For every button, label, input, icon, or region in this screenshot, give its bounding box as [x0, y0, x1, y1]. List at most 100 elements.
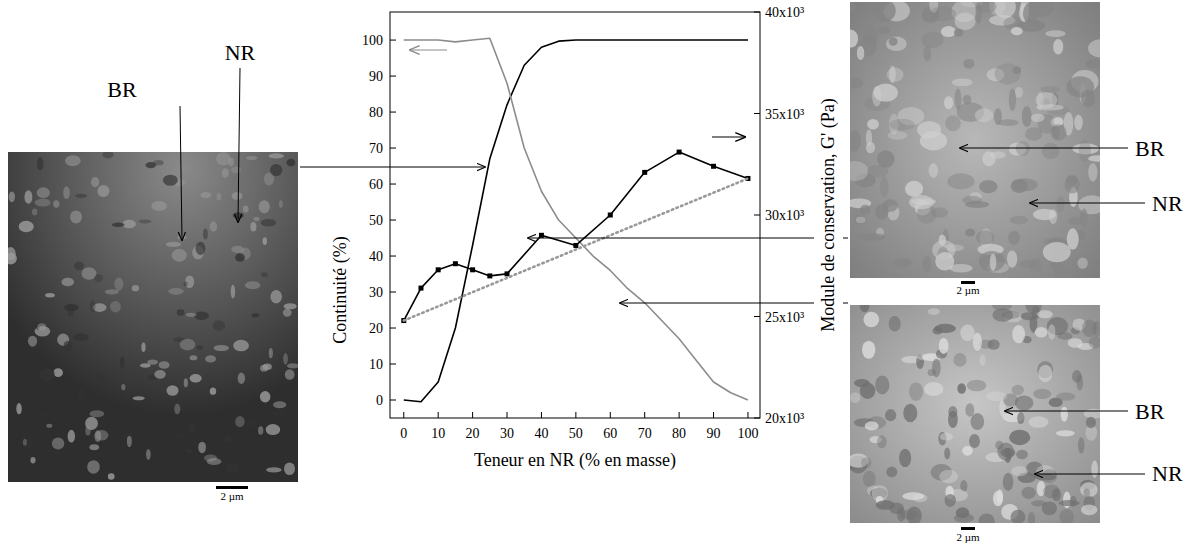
micrograph-domain [246, 156, 257, 160]
micrograph-domain [46, 424, 52, 428]
y2-axis-title: Module de conservation, G' (Pa) [818, 98, 839, 332]
micrograph-domain [89, 444, 99, 450]
micrograph-domain [1088, 163, 1097, 182]
micrograph-domain [876, 500, 895, 510]
micrograph-domain [97, 374, 105, 382]
micrograph-domain [53, 200, 59, 207]
micrograph-domain [944, 494, 955, 507]
micrograph-domain [1008, 231, 1020, 245]
micrograph-domain [1051, 124, 1067, 140]
micrograph-domain [885, 409, 896, 421]
micrograph-domain [37, 187, 50, 198]
micrograph-domain [75, 194, 87, 198]
micrograph-domain [979, 251, 1005, 271]
micrograph-domain [1010, 510, 1025, 523]
micrograph-domain [189, 423, 195, 435]
micrograph-domain [197, 345, 203, 350]
micrograph-domain [965, 201, 989, 208]
micrograph-domain [962, 446, 973, 456]
micrograph-domain [35, 199, 51, 207]
micrograph-domain [875, 376, 889, 395]
micrograph-domain [1086, 417, 1096, 428]
micrograph-domain [1038, 365, 1052, 382]
micrograph-domain [268, 153, 284, 158]
scale-bar [216, 486, 248, 489]
phase-arrow [238, 68, 240, 222]
micrograph-domain [1059, 509, 1073, 523]
micrograph-domain [97, 185, 109, 197]
micrograph-domain [850, 130, 861, 151]
micrograph-domain [1089, 336, 1100, 348]
micrograph-domain [263, 237, 268, 245]
micrograph-domain [941, 26, 956, 37]
x-tick-label: 30 [500, 426, 514, 441]
micrograph-domain [270, 164, 282, 176]
y-tick [390, 148, 396, 149]
micrograph-domain [893, 258, 912, 268]
micrograph-domain [252, 313, 260, 317]
micrograph-ground [850, 305, 1100, 523]
series-marker [436, 267, 441, 272]
micrograph-domain [929, 7, 956, 22]
micrograph-domain [867, 165, 888, 178]
micrograph-domain [960, 324, 974, 341]
micrograph-domain [986, 391, 1007, 401]
micrograph-domain [207, 458, 222, 465]
micrograph-domain [65, 155, 81, 166]
micrograph-domain [261, 219, 277, 227]
micrograph-domain [120, 357, 125, 368]
micrograph-domain [217, 193, 222, 200]
micrograph-domain [850, 392, 860, 403]
micrograph-domain [889, 65, 896, 83]
micrograph-domain [1043, 485, 1059, 499]
micrograph-domain [67, 305, 74, 316]
micrograph-domain [990, 254, 997, 271]
y2-tick [754, 316, 760, 317]
x-tick-label: 90 [707, 426, 721, 441]
micrograph-domain [122, 220, 136, 229]
micrograph-domain [269, 348, 273, 358]
y2-tick [754, 215, 760, 216]
y-axis-title: Continuité (%) [330, 236, 351, 343]
micrograph-domain [95, 430, 108, 441]
micrograph-domain [186, 449, 192, 453]
micrograph-domain [994, 108, 1002, 125]
y-tick [390, 256, 396, 257]
micrograph-domain [1007, 250, 1017, 268]
micrograph-domain [1037, 310, 1052, 318]
micrograph-domain [266, 467, 282, 472]
micrograph-domain [190, 355, 198, 360]
micrograph-domain [992, 305, 1012, 310]
micrograph-domain [988, 339, 1000, 349]
x-tick [679, 412, 680, 418]
micrograph-domain [1057, 332, 1072, 339]
series-line [404, 38, 748, 400]
micrograph-domain [40, 368, 55, 381]
micrograph-domain [907, 506, 922, 523]
micrograph-domain [1085, 22, 1097, 37]
series-marker [453, 261, 458, 266]
micrograph-domain [1023, 3, 1039, 25]
micrograph-domain [856, 217, 865, 223]
y-tick-label: 40 [369, 249, 383, 264]
micrograph-domain [94, 274, 103, 282]
micrograph-domain [851, 271, 873, 277]
y-tick [390, 184, 396, 185]
micrograph-domain [878, 27, 889, 34]
leader-line [528, 238, 814, 239]
micrograph-domain [205, 355, 216, 362]
micrograph-domain [939, 470, 958, 483]
micrograph-domain [200, 192, 211, 198]
leader-line [300, 167, 485, 168]
micrograph-domain [1043, 242, 1071, 262]
micrograph-domain [1012, 325, 1025, 343]
micrograph-domain [1049, 209, 1057, 224]
micrograph-domain [1003, 473, 1014, 491]
micrograph-domain [285, 369, 295, 380]
micrograph-domain [166, 242, 181, 247]
micrograph-domain [133, 396, 145, 400]
micrograph-domain [997, 489, 1003, 503]
x-tick [747, 412, 748, 418]
micrograph-domain [944, 96, 953, 109]
micrograph-domain [1079, 140, 1091, 163]
